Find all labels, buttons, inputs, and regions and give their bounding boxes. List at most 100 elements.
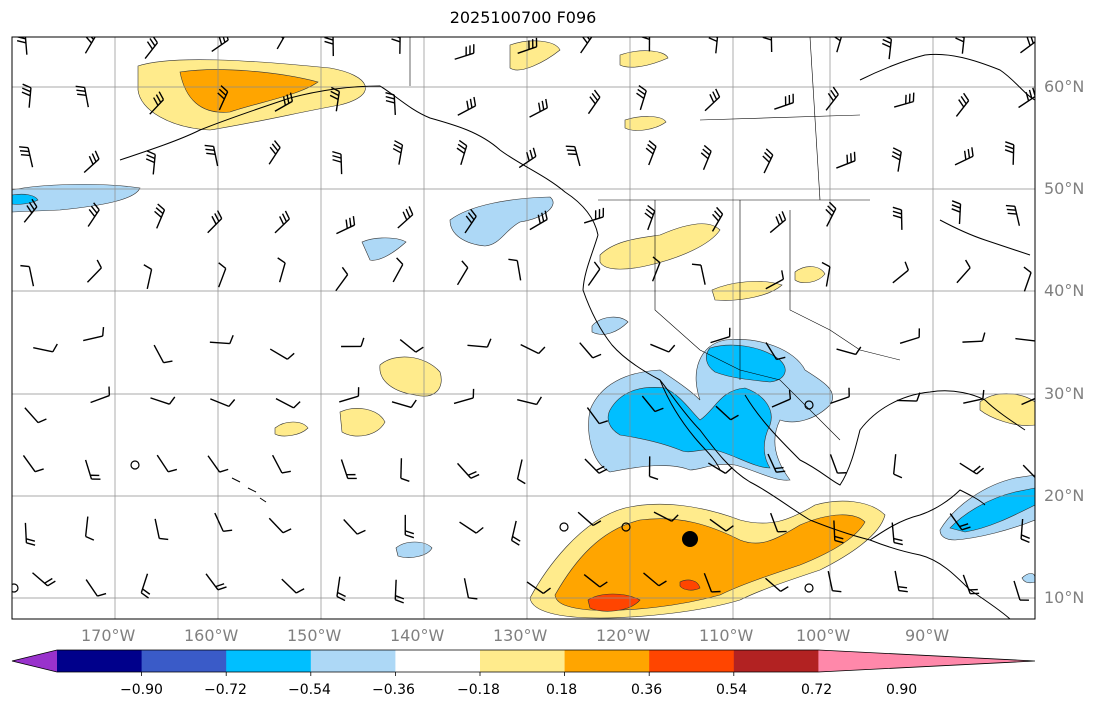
anomaly-positive-nebraska	[794, 266, 826, 283]
wind-barb	[641, 395, 664, 413]
wind-barb	[836, 346, 862, 356]
calm-marker	[621, 522, 631, 532]
colorbar-segment	[480, 650, 566, 672]
wind-barb	[1005, 204, 1021, 226]
wind-barb	[825, 86, 839, 111]
wind-barb	[150, 396, 176, 405]
wind-barb	[19, 146, 34, 168]
hudson-coast	[859, 53, 1035, 101]
wind-barb	[33, 343, 58, 353]
lat-label: 40°N	[1044, 281, 1085, 300]
wind-barb	[896, 392, 921, 402]
wind-barb	[1004, 141, 1015, 165]
wind-barb	[400, 458, 410, 482]
wind-barb	[145, 150, 156, 175]
wind-barb	[277, 257, 286, 283]
wind-barb	[821, 261, 831, 287]
wind-barb	[587, 89, 601, 115]
wind-barb	[830, 387, 850, 405]
wind-barb	[86, 259, 103, 283]
wind-barb	[149, 91, 165, 115]
wind-barb	[153, 344, 173, 364]
wind-barb	[90, 386, 111, 404]
wind-barb	[767, 453, 786, 473]
colorbar-segment	[564, 650, 650, 672]
wind-barb	[271, 454, 291, 474]
wind-barb	[274, 210, 291, 234]
anomaly-negative-caribbean-core	[949, 487, 1035, 533]
wind-barb	[456, 462, 480, 479]
wind-barb	[397, 206, 414, 229]
wind-barb	[526, 581, 551, 595]
wind-barb	[336, 576, 346, 602]
lat-label: 30°N	[1044, 384, 1085, 403]
calm-marker	[130, 460, 140, 470]
anomaly-negative-west-core	[12, 193, 39, 205]
wind-barb	[769, 512, 787, 533]
wind-barb	[645, 140, 657, 166]
wind-barbs	[16, 37, 1035, 604]
lon-label: 140°W	[390, 626, 445, 645]
anomaly-positive-pacific-1	[379, 356, 442, 397]
calm-marker	[804, 583, 814, 593]
anomaly-positive-east-pacific-core	[554, 514, 866, 611]
wind-barb	[892, 454, 903, 479]
wind-barb	[644, 204, 656, 231]
colorbar-segment	[226, 650, 312, 672]
lon-label: 150°W	[287, 626, 342, 645]
wind-barb	[650, 343, 676, 353]
colorbar-tick-label: 0.18	[546, 682, 578, 698]
wind-barb	[269, 348, 295, 360]
wind-barb	[84, 459, 101, 480]
wind-barb	[583, 207, 605, 224]
wind-barb	[1021, 397, 1035, 406]
lon-label: 170°W	[81, 626, 136, 645]
wind-barb	[324, 37, 334, 57]
wind-barb	[709, 518, 734, 532]
wind-barb	[583, 573, 608, 588]
wind-barb	[892, 206, 903, 230]
wind-barb	[392, 257, 404, 283]
wind-barb	[457, 96, 477, 116]
wind-barb	[154, 518, 169, 541]
anomaly-negative-west	[12, 184, 141, 213]
colorbar-segment	[310, 650, 396, 672]
colorbar-segment	[649, 650, 735, 672]
wind-barb	[22, 455, 44, 473]
wind-barb	[587, 261, 601, 286]
political-borders	[409, 37, 901, 441]
anomaly-negative-ne-pacific	[449, 196, 554, 247]
colorbar-segment	[395, 650, 481, 672]
lon-label: 130°W	[493, 626, 548, 645]
wind-barb	[456, 139, 468, 165]
wind-barb	[891, 522, 903, 546]
wind-barb	[833, 37, 843, 53]
wind-barb	[1020, 37, 1035, 54]
wind-barb	[209, 334, 234, 345]
gulf-coast	[744, 390, 1026, 486]
colorbar-outline	[11, 649, 1036, 673]
colorbar-extend-high	[818, 650, 1035, 672]
lat-label: 60°N	[1044, 77, 1085, 96]
wind-barb	[143, 264, 153, 290]
colorbar-segment	[733, 650, 819, 672]
wind-barb	[700, 144, 712, 171]
wind-barb	[391, 37, 401, 54]
wind-barb	[520, 344, 546, 355]
lat-label: 10°N	[1044, 588, 1085, 607]
wind-barb	[762, 37, 773, 52]
anomaly-max-2	[679, 579, 701, 591]
wind-barb	[577, 511, 602, 527]
wind-barb	[516, 459, 526, 485]
wind-barb	[956, 259, 971, 284]
anomaly-negative-far-east	[1021, 573, 1035, 584]
wind-barb	[24, 522, 36, 546]
colorbar-tick-label: −0.36	[372, 682, 415, 698]
wind-barb	[144, 37, 159, 59]
wind-barb	[765, 342, 786, 361]
wind-barb	[955, 37, 965, 54]
anomaly-negative-norcal	[591, 316, 629, 335]
wind-barb	[217, 85, 229, 111]
anomaly-positive-pacific-3	[274, 421, 309, 437]
lon-label: 100°W	[796, 626, 851, 645]
